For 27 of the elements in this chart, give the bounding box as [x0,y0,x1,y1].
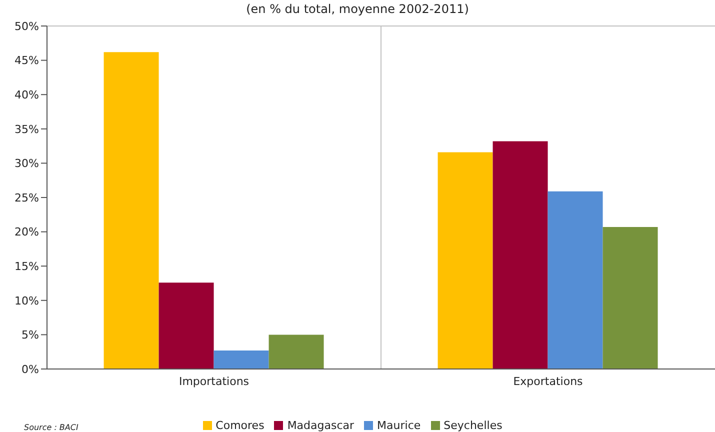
x-tick-label: Importations [178,374,250,388]
y-tick-label: 45% [14,54,39,68]
y-tick-label: 0% [22,362,39,376]
legend-label: Comores [216,419,264,432]
bar [268,334,324,369]
x-tick-label: Exportations [513,374,584,388]
y-tick-label: 10% [14,294,39,308]
y-tick-label: 35% [14,122,39,136]
y-tick-label: 25% [14,191,39,204]
bar [438,152,493,369]
source-note: Source : BACI [24,423,78,432]
bar [158,282,214,369]
bar [104,52,159,369]
y-tick-label: 40% [14,88,39,102]
bar [214,350,269,369]
legend-label: Maurice [377,419,421,432]
legend-label: Seychelles [444,419,502,432]
y-tick-label: 5% [22,328,39,342]
chart-title: (en % du total, moyenne 2002-2011) [245,2,470,16]
y-tick-label: 15% [14,260,39,274]
y-tick-label: 50% [14,20,39,33]
bar [548,191,603,369]
y-tick-label: 20% [14,226,39,239]
bar [602,227,658,369]
legend-label: Madagascar [287,419,354,432]
y-tick-label: 30% [14,157,39,170]
bar [492,141,548,369]
